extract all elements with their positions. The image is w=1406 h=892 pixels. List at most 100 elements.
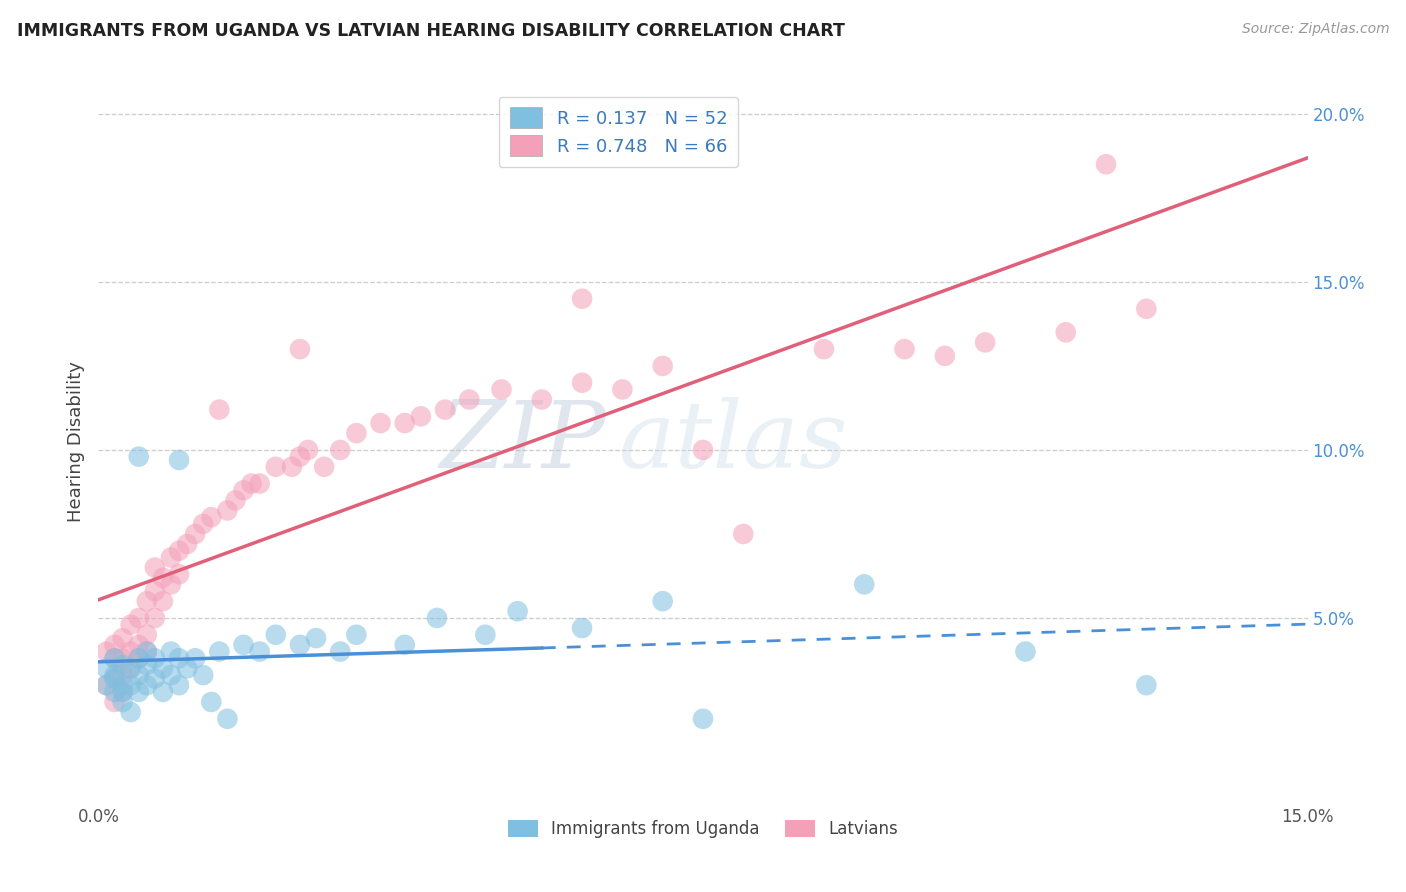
Point [135, 644, 157, 658]
Point [571, 292, 593, 306]
Point [329, 442, 352, 457]
Point [692, 442, 714, 457]
Point [193, 668, 215, 682]
Point [249, 476, 271, 491]
Point [249, 644, 271, 658]
Point [96, 661, 118, 675]
Point [128, 638, 150, 652]
Text: ZIP: ZIP [440, 397, 606, 486]
Point [409, 409, 432, 424]
Point [111, 695, 134, 709]
Point [135, 594, 157, 608]
Point [152, 594, 174, 608]
Point [120, 661, 142, 675]
Point [612, 383, 634, 397]
Point [143, 651, 166, 665]
Point [394, 638, 416, 652]
Point [651, 594, 673, 608]
Point [571, 621, 593, 635]
Point [394, 416, 416, 430]
Point [120, 705, 142, 719]
Point [111, 631, 134, 645]
Y-axis label: Hearing Disability: Hearing Disability [66, 361, 84, 522]
Point [120, 617, 142, 632]
Point [1014, 644, 1036, 658]
Point [651, 359, 673, 373]
Point [217, 503, 239, 517]
Point [208, 402, 231, 417]
Point [176, 661, 198, 675]
Point [184, 651, 207, 665]
Point [96, 678, 118, 692]
Point [224, 493, 246, 508]
Point [200, 510, 222, 524]
Point [530, 392, 553, 407]
Point [193, 516, 215, 531]
Point [329, 644, 352, 658]
Point [934, 349, 956, 363]
Point [344, 426, 367, 441]
Point [167, 678, 190, 692]
Point [120, 644, 142, 658]
Point [167, 453, 190, 467]
Point [160, 577, 183, 591]
Point [1135, 301, 1157, 316]
Point [692, 712, 714, 726]
Point [143, 611, 166, 625]
Point [103, 651, 125, 665]
Point [893, 342, 915, 356]
Point [733, 527, 755, 541]
Point [111, 685, 134, 699]
Point [135, 658, 157, 673]
Point [103, 672, 125, 686]
Point [111, 685, 134, 699]
Point [103, 672, 125, 686]
Point [152, 685, 174, 699]
Point [103, 668, 125, 682]
Point [314, 459, 336, 474]
Point [96, 678, 118, 692]
Point [232, 638, 254, 652]
Point [143, 560, 166, 574]
Point [96, 644, 118, 658]
Point [344, 628, 367, 642]
Legend: Immigrants from Uganda, Latvians: Immigrants from Uganda, Latvians [502, 814, 904, 845]
Point [434, 402, 457, 417]
Point [208, 644, 231, 658]
Point [120, 661, 142, 675]
Point [128, 651, 150, 665]
Point [974, 335, 997, 350]
Point [128, 611, 150, 625]
Point [288, 342, 311, 356]
Point [264, 459, 287, 474]
Point [264, 628, 287, 642]
Point [128, 668, 150, 682]
Point [853, 577, 876, 591]
Point [1095, 157, 1118, 171]
Point [152, 571, 174, 585]
Point [160, 644, 183, 658]
Point [135, 678, 157, 692]
Point [160, 550, 183, 565]
Point [111, 658, 134, 673]
Text: Source: ZipAtlas.com: Source: ZipAtlas.com [1241, 22, 1389, 37]
Point [152, 661, 174, 675]
Point [571, 376, 593, 390]
Point [111, 651, 134, 665]
Point [103, 638, 125, 652]
Point [370, 416, 392, 430]
Point [135, 628, 157, 642]
Point [1054, 326, 1077, 340]
Point [305, 631, 328, 645]
Point [491, 383, 513, 397]
Point [143, 584, 166, 599]
Point [297, 442, 319, 457]
Point [103, 695, 125, 709]
Point [176, 537, 198, 551]
Point [167, 651, 190, 665]
Point [474, 628, 496, 642]
Point [128, 685, 150, 699]
Point [167, 543, 190, 558]
Text: atlas: atlas [619, 397, 848, 486]
Point [240, 476, 263, 491]
